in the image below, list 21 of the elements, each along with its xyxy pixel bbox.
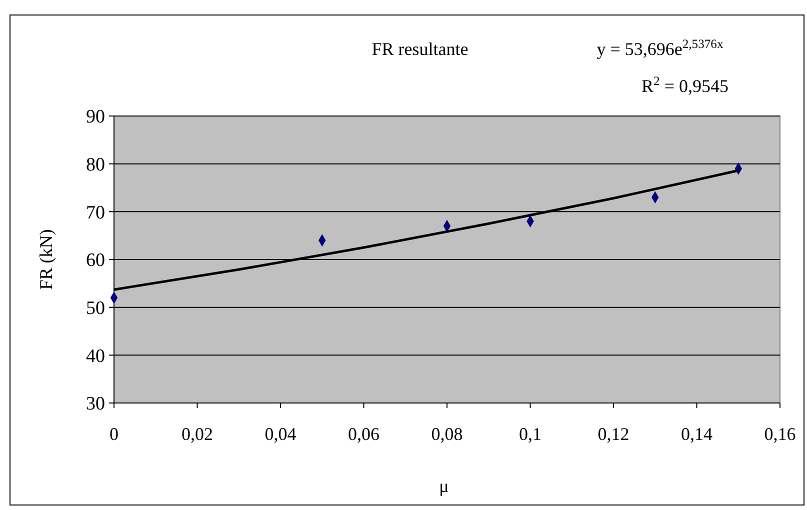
x-tick-label: 0,02 xyxy=(182,424,213,444)
chart-title: FR resultante xyxy=(372,39,468,59)
x-tick-label: 0 xyxy=(110,424,118,444)
x-tick-label: 0,12 xyxy=(598,424,630,444)
y-tick-label: 40 xyxy=(86,346,105,367)
x-tick-label: 0,1 xyxy=(519,424,542,444)
y-tick-label: 60 xyxy=(86,250,105,272)
y-tick-label: 90 xyxy=(86,106,105,128)
x-tick-label: 0,06 xyxy=(348,424,380,444)
x-axis-title: μ xyxy=(439,476,449,496)
y-tick-label: 80 xyxy=(86,154,105,176)
x-tick-label: 0,14 xyxy=(681,424,712,444)
y-tick-label: 50 xyxy=(86,298,105,319)
text: R$^{2}$ = 0,9545 xyxy=(642,74,728,96)
text: y = 53,696e$^{2,5376x}$ xyxy=(596,37,724,59)
y-axis-title: FR (kN) xyxy=(36,229,56,290)
x-tick-label: 0,16 xyxy=(764,424,796,444)
y-tick-label: 30 xyxy=(86,394,105,415)
x-tick-label: 0,08 xyxy=(431,424,463,444)
y-tick-label: 70 xyxy=(86,202,105,224)
x-tick-label: 0,04 xyxy=(264,424,296,444)
